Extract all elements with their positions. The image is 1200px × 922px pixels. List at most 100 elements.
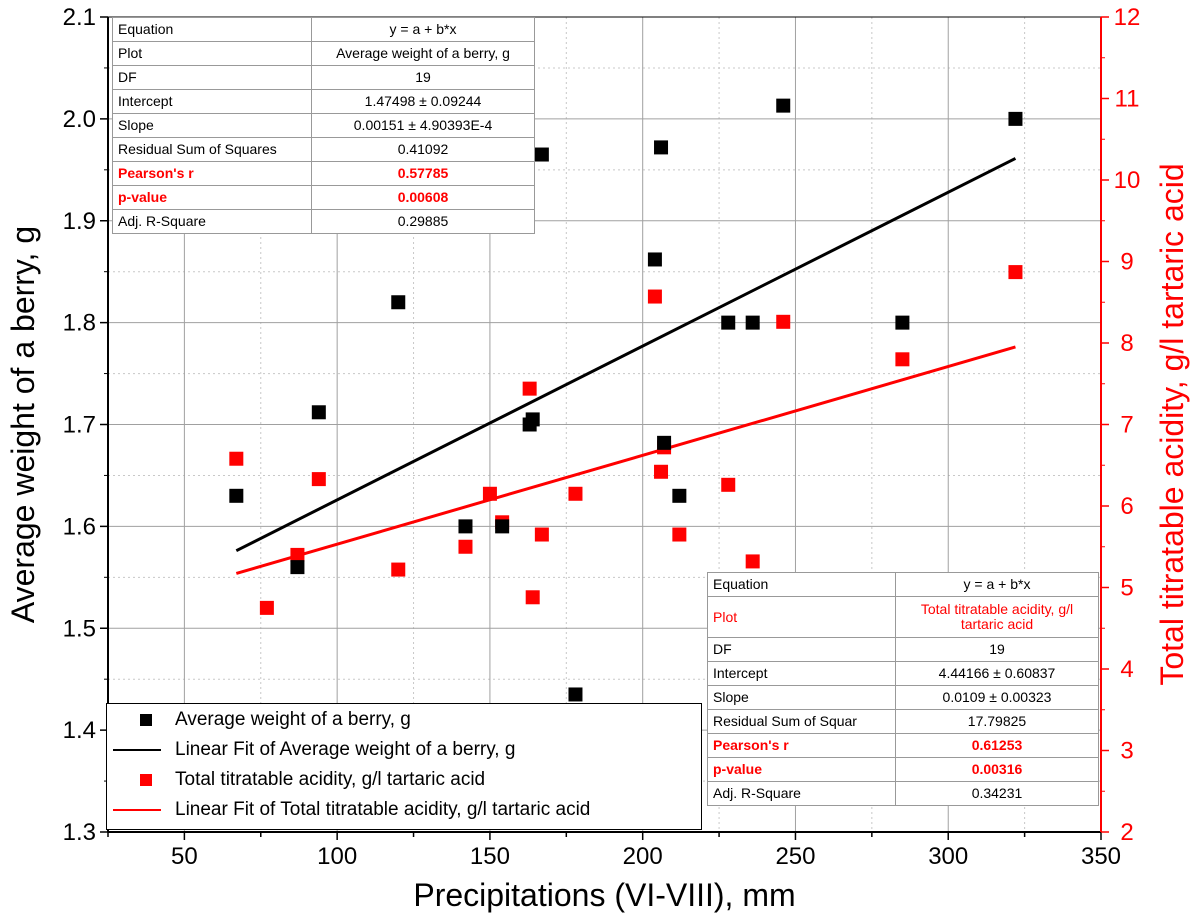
data-point-berry-weight	[391, 295, 406, 310]
stats-row-adjr2: Adj. R-Square 0.29885	[112, 209, 535, 234]
data-point-acidity	[647, 289, 662, 304]
y-right-tick-label: 5	[1120, 575, 1133, 602]
x-tick-label: 350	[1081, 843, 1121, 870]
data-point-acidity	[290, 547, 305, 562]
data-point-acidity	[458, 539, 473, 554]
data-point-berry-weight	[534, 147, 549, 162]
data-point-berry-weight	[721, 315, 736, 330]
y-right-tick-label: 8	[1120, 330, 1133, 357]
y-right-tick-label: 2	[1120, 819, 1133, 846]
stats-row-rss: Residual Sum of Squar 17.79825	[707, 709, 1099, 734]
data-point-berry-weight	[1008, 111, 1023, 126]
y-right-tick-label: 9	[1120, 249, 1133, 276]
fit-layer	[235, 157, 1017, 575]
data-point-berry-weight	[495, 519, 510, 534]
y-right-tick-label: 11	[1115, 86, 1140, 113]
stats-row-equation: Equation y = a + b*x	[112, 17, 535, 42]
legend-line-black-icon	[107, 736, 167, 764]
data-point-acidity	[525, 590, 540, 605]
stats-row-intercept: Intercept 4.44166 ± 0.60837	[707, 661, 1099, 686]
stats-row-intercept: Intercept 1.47498 ± 0.09244	[112, 89, 535, 114]
data-point-berry-weight	[647, 252, 662, 267]
data-point-acidity	[1008, 265, 1023, 280]
data-point-acidity	[311, 472, 326, 487]
y-left-tick-label: 1.3	[63, 819, 96, 846]
data-point-berry-weight	[458, 519, 473, 534]
data-point-berry-weight	[290, 560, 305, 575]
data-point-acidity	[522, 381, 537, 396]
stats-row-pearson: Pearson's r 0.61253	[707, 733, 1099, 758]
y-left-tick-label: 2.0	[63, 106, 96, 133]
legend-square-black-icon	[107, 706, 167, 734]
data-point-acidity	[259, 600, 274, 615]
data-point-berry-weight	[895, 315, 910, 330]
data-point-acidity	[745, 554, 760, 569]
legend-label: Average weight of a berry, g	[175, 709, 411, 730]
y-left-axis-title: Average weight of a berry, g	[5, 226, 41, 623]
legend-line-red-icon	[107, 796, 167, 824]
fit-line-acidity	[235, 345, 1016, 575]
point-layer	[229, 98, 1023, 702]
x-tick-label: 50	[171, 843, 198, 870]
data-point-acidity	[482, 486, 497, 501]
legend-item-acidity: Total titratable acidity, g/l tartaric a…	[107, 766, 701, 794]
y-left-tick-label: 1.9	[63, 208, 96, 235]
stats-row-slope: Slope 0.0109 ± 0.00323	[707, 685, 1099, 710]
data-point-berry-weight	[229, 488, 244, 503]
x-tick-label: 300	[928, 843, 968, 870]
legend-item-berry-weight: Average weight of a berry, g	[107, 706, 701, 734]
y-left-tick-label: 1.7	[63, 412, 96, 439]
legend-label: Total titratable acidity, g/l tartaric a…	[175, 769, 486, 790]
y-right-tick-label: 7	[1120, 412, 1133, 439]
legend-square-red-icon	[107, 766, 167, 794]
x-tick-label: 150	[470, 843, 510, 870]
axis-layer: 50 100 150 200 250 300 350 1.3 1.4 1.5 1.6 1.7 1.8 1.…	[5, 4, 1190, 913]
stats-row-adjr2: Adj. R-Square 0.34231	[707, 781, 1099, 806]
y-right-tick-label: 4	[1120, 656, 1133, 683]
legend-item-acidity-fit: Linear Fit of Total titratable acidity, …	[107, 796, 701, 824]
data-point-berry-weight	[745, 315, 760, 330]
data-point-berry-weight	[672, 488, 687, 503]
data-point-acidity	[721, 477, 736, 492]
y-right-tick-label: 12	[1114, 4, 1141, 31]
y-left-tick-label: 1.5	[63, 615, 96, 642]
data-point-acidity	[229, 451, 244, 466]
data-point-berry-weight	[568, 687, 583, 702]
data-point-acidity	[391, 562, 406, 577]
data-point-acidity	[568, 486, 583, 501]
stats-table-berry-weight: Equation y = a + b*x Plot Average weight o…	[112, 17, 535, 234]
data-point-berry-weight	[311, 405, 326, 420]
y-right-tick-label: 10	[1114, 167, 1141, 194]
stats-row-df: DF 19	[112, 65, 535, 90]
data-point-berry-weight	[776, 98, 791, 113]
stats-row-df: DF 19	[707, 637, 1099, 662]
data-point-berry-weight	[657, 435, 672, 450]
legend-label: Linear Fit of Total titratable acidity, …	[175, 799, 591, 820]
stats-row-plot: Plot Average weight of a berry, g	[112, 41, 535, 66]
data-point-acidity	[672, 527, 687, 542]
y-right-tick-label: 3	[1120, 738, 1133, 765]
data-point-acidity	[776, 314, 791, 329]
x-tick-label: 200	[623, 843, 663, 870]
data-point-acidity	[895, 352, 910, 367]
y-left-tick-label: 2.1	[63, 4, 96, 31]
y-left-tick-label: 1.6	[63, 513, 96, 540]
legend-item-berry-weight-fit: Linear Fit of Average weight of a berry,…	[107, 736, 701, 764]
fit-line-berry-weight	[235, 157, 1017, 553]
stats-table-acidity: Equation y = a + b*x Plot Total titratable…	[707, 572, 1099, 806]
y-left-tick-label: 1.4	[63, 717, 96, 744]
stats-row-plot: Plot Total titratable acidity, g/l tartar…	[707, 596, 1099, 638]
legend: Average weight of a berry, g Linear Fit …	[106, 703, 702, 830]
stats-row-pearson: Pearson's r 0.57785	[112, 161, 535, 186]
x-axis-title: Precipitations (VI-VIII), mm	[413, 877, 795, 913]
stats-row-rss: Residual Sum of Squares 0.41092	[112, 137, 535, 162]
y-right-tick-label: 6	[1120, 493, 1133, 520]
stats-row-equation: Equation y = a + b*x	[707, 572, 1099, 597]
y-right-axis-title: Total titratable acidity, g/l tartaric a…	[1154, 163, 1190, 685]
stats-row-pvalue: p-value 0.00316	[707, 757, 1099, 782]
data-point-berry-weight	[525, 412, 540, 427]
stats-row-slope: Slope 0.00151 ± 4.90393E-4	[112, 113, 535, 138]
data-point-acidity	[534, 527, 549, 542]
x-tick-label: 100	[317, 843, 357, 870]
